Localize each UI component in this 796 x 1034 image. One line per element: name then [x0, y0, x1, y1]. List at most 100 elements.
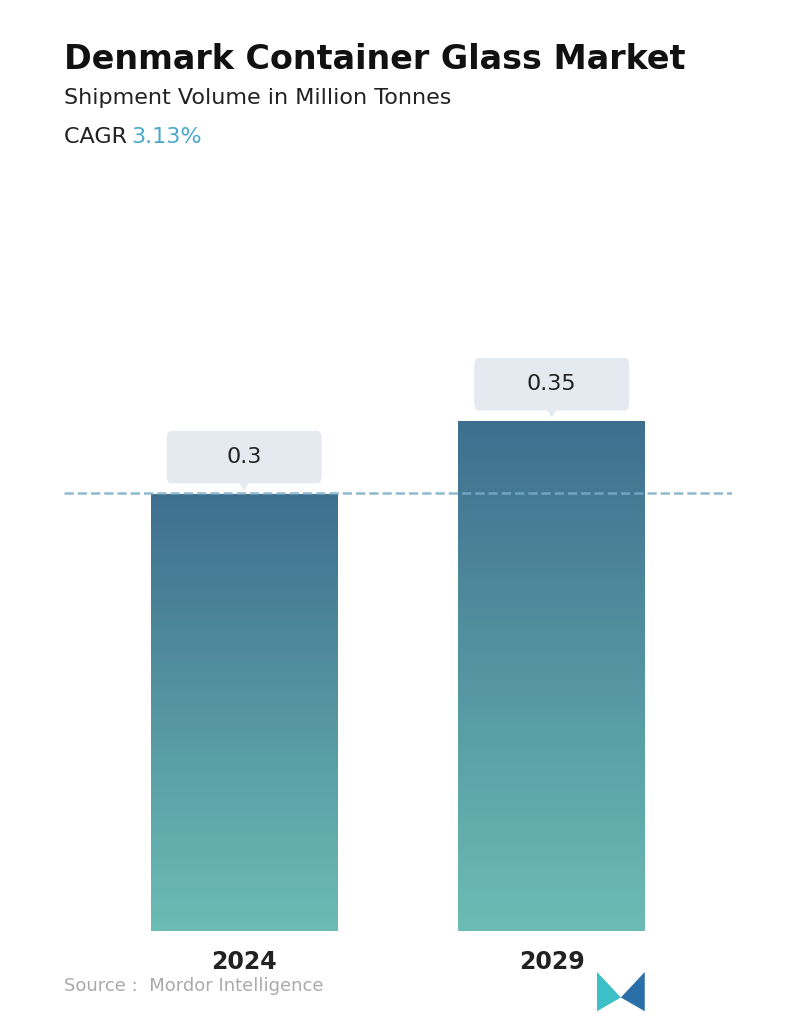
Bar	[150, 542, 338, 543]
Bar	[458, 839, 646, 841]
Bar	[458, 682, 646, 685]
Bar	[458, 849, 646, 851]
Bar	[150, 782, 338, 784]
Bar	[458, 711, 646, 713]
Bar	[458, 799, 646, 801]
Bar	[458, 899, 646, 900]
Bar	[150, 916, 338, 917]
Bar	[150, 586, 338, 588]
Bar	[150, 663, 338, 664]
Bar	[150, 609, 338, 610]
Bar	[150, 636, 338, 638]
Bar	[458, 519, 646, 521]
Bar	[458, 648, 646, 650]
Bar	[458, 666, 646, 667]
Bar	[150, 667, 338, 668]
Bar	[150, 788, 338, 789]
Bar	[150, 521, 338, 522]
Bar	[458, 569, 646, 570]
Bar	[150, 602, 338, 603]
Bar	[150, 802, 338, 803]
Bar	[150, 813, 338, 814]
Bar	[458, 838, 646, 839]
FancyBboxPatch shape	[166, 431, 322, 483]
Bar	[458, 506, 646, 508]
Bar	[150, 917, 338, 919]
Text: 0.3: 0.3	[227, 447, 262, 467]
Bar	[150, 922, 338, 923]
Bar	[150, 668, 338, 670]
Bar	[458, 762, 646, 764]
Bar	[458, 727, 646, 728]
Bar	[458, 465, 646, 466]
Bar	[150, 560, 338, 561]
Bar	[150, 827, 338, 828]
Bar	[458, 798, 646, 799]
Bar	[458, 656, 646, 657]
Bar	[150, 536, 338, 538]
Bar	[150, 860, 338, 862]
Bar	[150, 786, 338, 788]
Bar	[150, 843, 338, 845]
Bar	[150, 553, 338, 554]
Bar	[458, 788, 646, 790]
Bar	[150, 863, 338, 865]
Bar	[458, 421, 646, 422]
Bar	[150, 820, 338, 821]
Bar	[458, 690, 646, 691]
Bar	[458, 881, 646, 883]
Bar	[458, 861, 646, 862]
Bar	[458, 516, 646, 518]
Bar	[458, 890, 646, 891]
Bar	[458, 556, 646, 558]
Bar	[458, 759, 646, 761]
Bar	[458, 730, 646, 732]
Bar	[150, 828, 338, 830]
Bar	[458, 437, 646, 439]
Bar	[458, 456, 646, 458]
Bar	[458, 851, 646, 852]
Bar	[150, 497, 338, 499]
Bar	[458, 439, 646, 442]
Bar	[150, 859, 338, 860]
Bar	[150, 798, 338, 799]
Bar	[150, 629, 338, 631]
Bar	[458, 852, 646, 854]
Bar	[458, 540, 646, 542]
Bar	[150, 874, 338, 875]
Bar	[150, 742, 338, 744]
Bar	[458, 783, 646, 785]
Bar	[150, 891, 338, 892]
Bar	[150, 770, 338, 771]
Bar	[150, 673, 338, 674]
Text: Source :  Mordor Intelligence: Source : Mordor Intelligence	[64, 977, 323, 995]
Bar	[150, 707, 338, 709]
Bar	[150, 538, 338, 539]
Bar	[150, 738, 338, 739]
Bar	[150, 718, 338, 720]
Bar	[150, 880, 338, 881]
Bar	[458, 497, 646, 498]
Bar	[458, 527, 646, 529]
Bar	[150, 600, 338, 602]
Bar	[150, 693, 338, 695]
Bar	[458, 827, 646, 828]
Bar	[150, 803, 338, 805]
Bar	[458, 646, 646, 648]
Bar	[458, 622, 646, 625]
Bar	[150, 515, 338, 517]
Bar	[150, 888, 338, 890]
Bar	[458, 769, 646, 770]
Bar	[458, 466, 646, 468]
Bar	[458, 468, 646, 469]
Bar	[150, 571, 338, 572]
Bar	[150, 567, 338, 568]
Text: 3.13%: 3.13%	[131, 127, 202, 147]
Bar	[150, 757, 338, 759]
Bar	[150, 546, 338, 547]
Bar	[458, 429, 646, 431]
Bar	[458, 900, 646, 902]
Bar	[458, 545, 646, 546]
Bar	[150, 604, 338, 606]
Bar	[458, 640, 646, 642]
